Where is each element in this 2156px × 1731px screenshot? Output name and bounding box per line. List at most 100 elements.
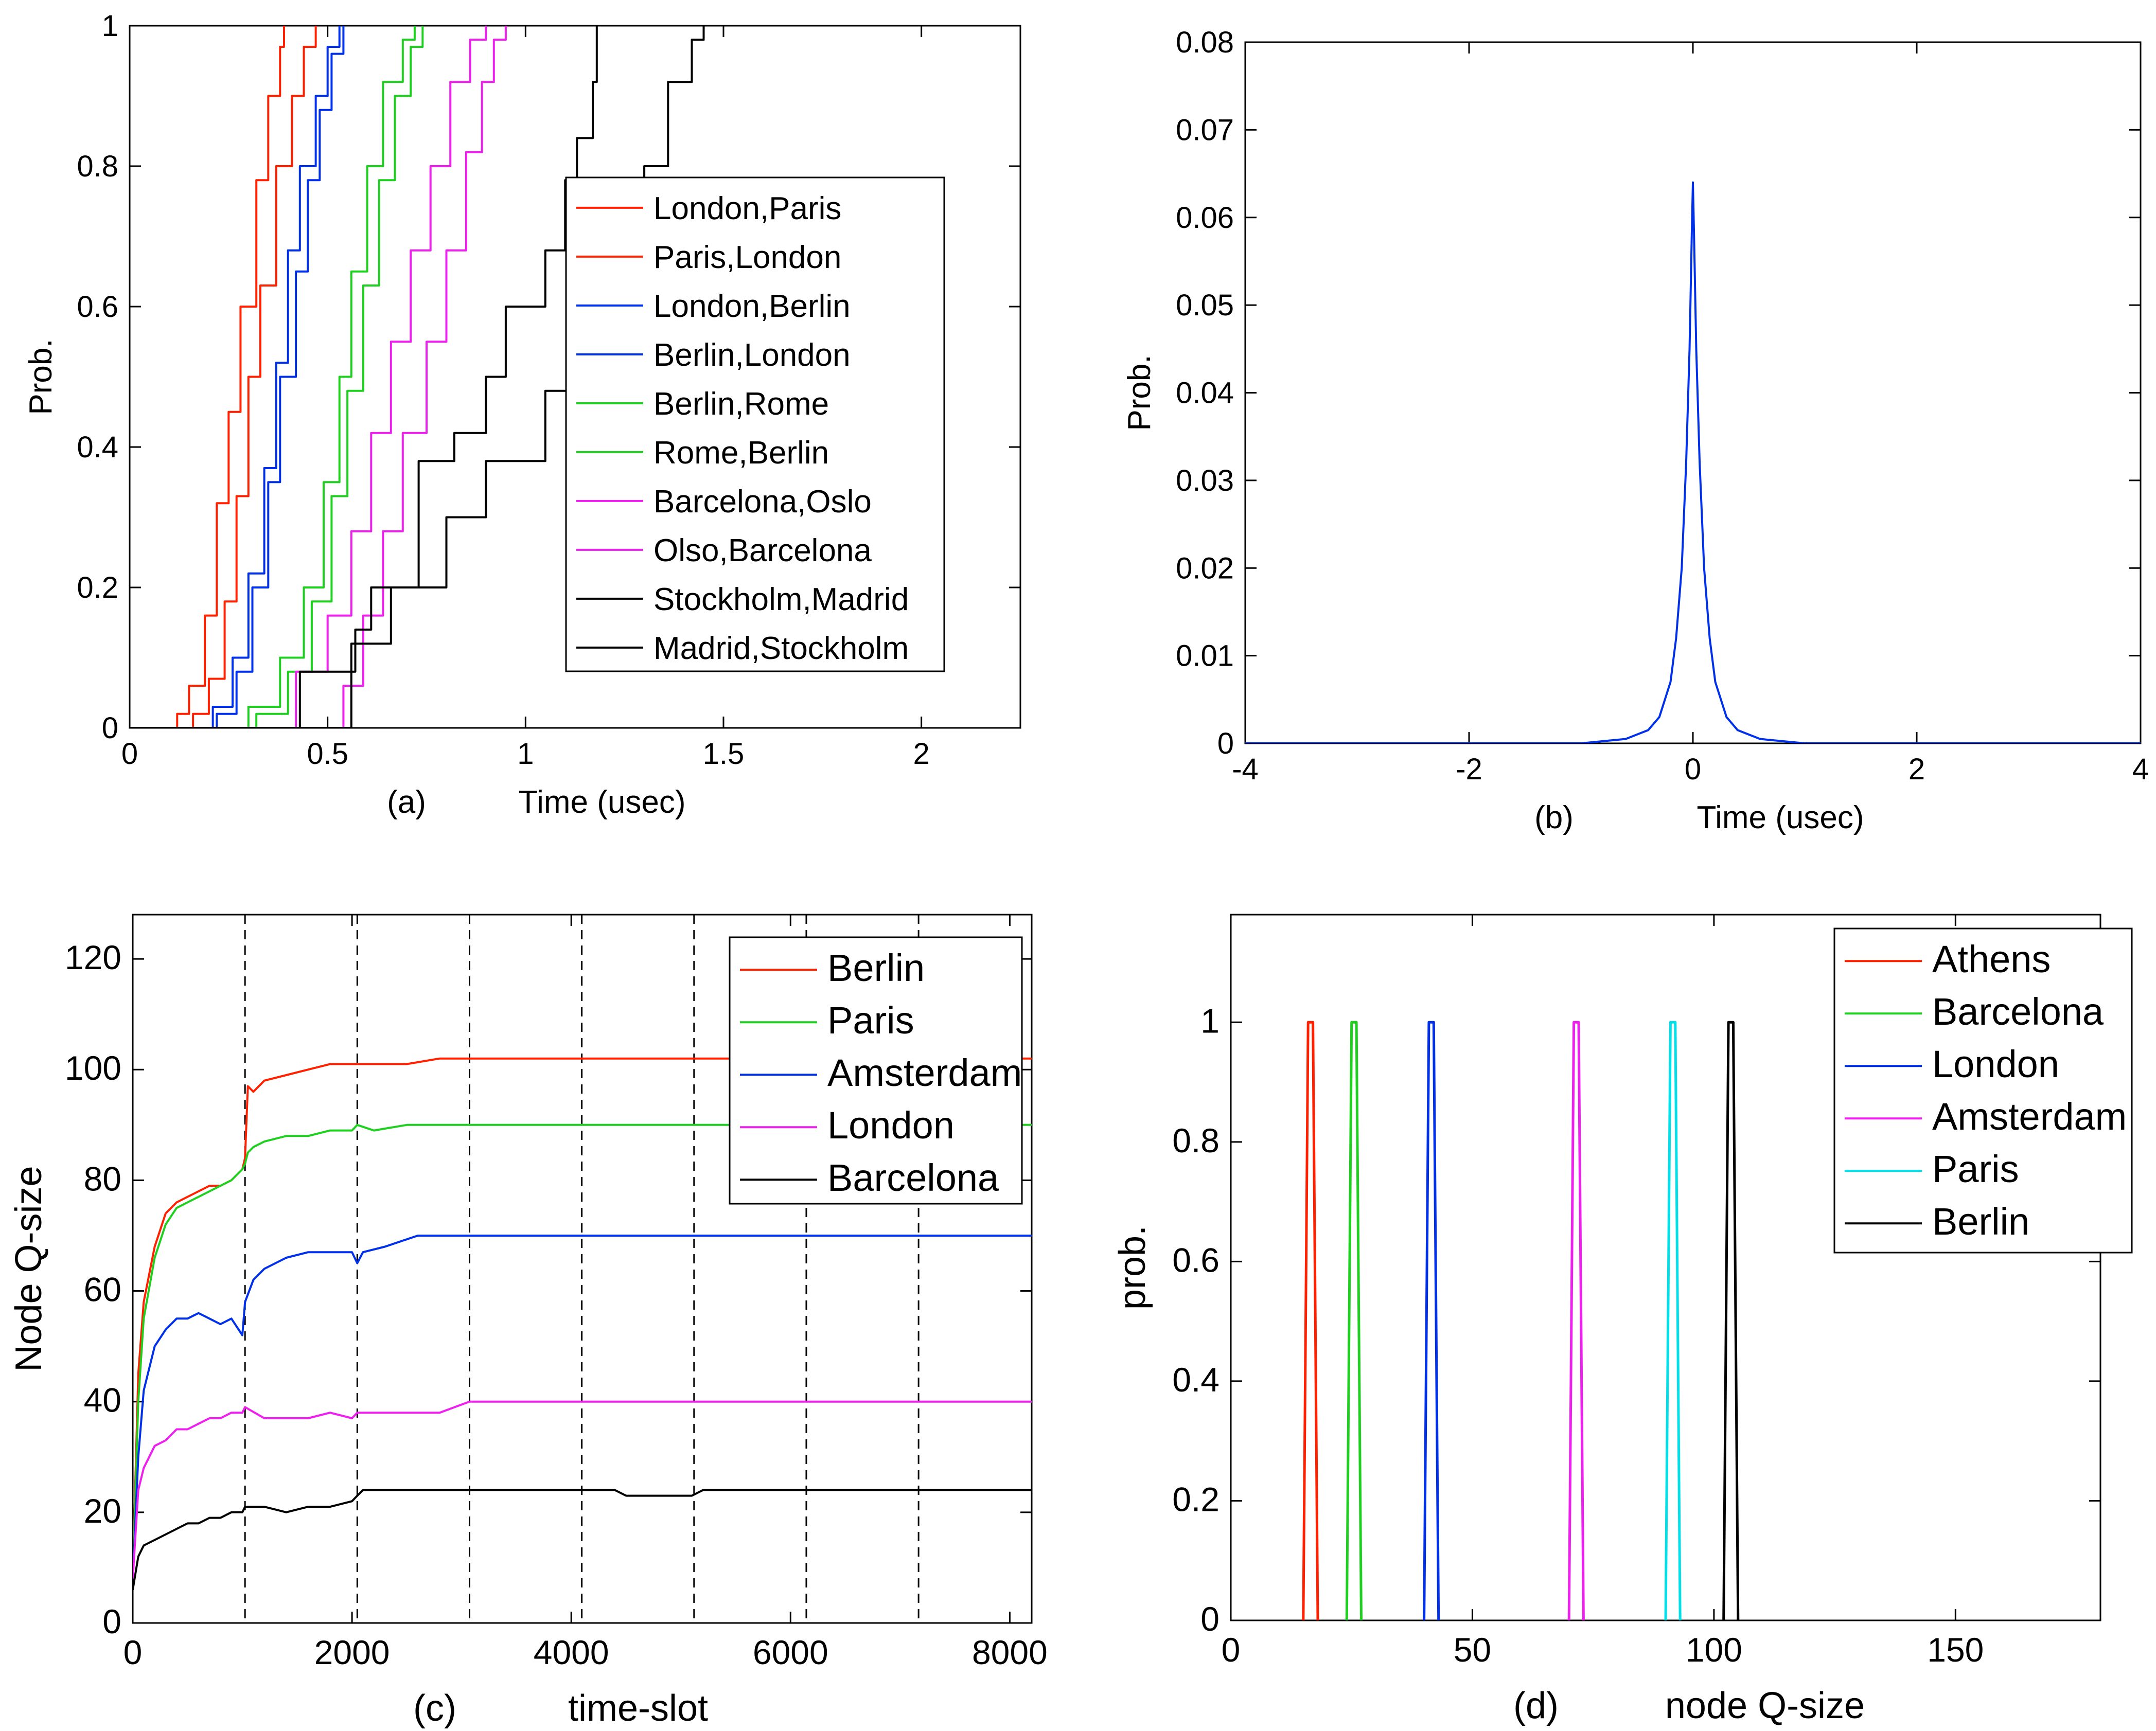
- x-tick-label: 0: [123, 1633, 143, 1671]
- y-tick-label: 0: [1217, 727, 1234, 760]
- panel-b: -4 -2 0 2 4 0 0.01 0.02 0.03 0.04 0.05 0.06 0.07 0.08…: [1122, 26, 2149, 835]
- series-line-paris: [1664, 1021, 1682, 1620]
- y-axis-label: Prob.: [23, 338, 59, 415]
- y-tick-label: 1: [102, 9, 118, 43]
- x-axis-label: Time (usec): [519, 784, 686, 820]
- series-line-london: [1423, 1021, 1440, 1620]
- y-tick-label: 0.2: [77, 571, 118, 604]
- legend-label: Olso,Barcelona: [653, 533, 872, 568]
- legend-label: Athens: [1932, 938, 2051, 980]
- x-tick-label: 1.5: [703, 737, 745, 771]
- panel-c: 0 2000 4000 6000 8000 0 20 40 60 80 100 120 Berlin Pa…: [8, 914, 1048, 1729]
- y-axis-label: Node Q-size: [8, 1166, 49, 1371]
- x-tick-label: 0.5: [307, 737, 348, 771]
- series-line-paris-london: [130, 26, 317, 728]
- legend-label: Paris: [1932, 1148, 2019, 1190]
- x-tick-label: 0: [1222, 1631, 1241, 1669]
- x-tick-label: 6000: [753, 1633, 828, 1671]
- y-tick-label: 120: [65, 938, 121, 976]
- legend-label: London,Paris: [653, 191, 841, 226]
- series-line-london: [133, 1400, 1032, 1579]
- series-line-amsterdam: [1567, 1021, 1585, 1620]
- y-axis-label: Prob.: [1122, 354, 1157, 431]
- plot-area: [1245, 181, 2141, 743]
- legend-label: Madrid,Stockholm: [653, 631, 909, 666]
- series-line-rome-berlin: [130, 26, 424, 728]
- series-line-stockholm-madrid: [130, 26, 598, 728]
- series-line-berlin: [1722, 1021, 1740, 1620]
- series-line-paris: [133, 1123, 1032, 1579]
- legend-label: Paris: [827, 999, 914, 1042]
- legend-label: Amsterdam: [1932, 1095, 2127, 1138]
- legend-label: London: [1932, 1043, 2059, 1085]
- panel-a: 0 0.5 1 1.5 2 0 0.2 0.4 0.6 0.8 1 London,Paris Paris…: [23, 9, 1021, 820]
- series-line-berlin: [133, 1057, 1032, 1579]
- legend: London,Paris Paris,London London,Berlin Ber…: [565, 176, 945, 672]
- x-tick-label: 1: [517, 737, 534, 771]
- plot-area: [130, 26, 705, 728]
- legend-label: Barcelona,Oslo: [653, 484, 872, 520]
- series-line-london-paris: [130, 26, 285, 728]
- series-line-barcelona: [133, 1489, 1032, 1590]
- series-line-madrid-stockholm: [130, 26, 705, 728]
- x-tick-label: 100: [1686, 1631, 1742, 1669]
- legend-box: [1833, 927, 2133, 1254]
- panel-caption: (b): [1534, 800, 1574, 835]
- x-tick-label: 4000: [534, 1633, 609, 1671]
- panel-caption: (a): [387, 784, 426, 820]
- legend-label: Paris,London: [653, 240, 841, 275]
- x-tick-label: -2: [1456, 753, 1482, 786]
- y-tick-label: 0.2: [1172, 1480, 1220, 1518]
- y-tick-label: 0.8: [77, 150, 118, 183]
- x-tick-label: 2000: [314, 1633, 390, 1671]
- y-tick-label: 0.08: [1176, 26, 1234, 59]
- series-line-barcelona: [1345, 1021, 1363, 1620]
- series-line-olso-barcelona: [130, 26, 507, 728]
- x-tick-label: -4: [1232, 753, 1259, 786]
- x-tick-label: 0: [1685, 753, 1701, 786]
- x-tick-label: 2: [913, 737, 930, 771]
- x-axis-label: time-slot: [568, 1688, 708, 1729]
- legend-label: Berlin: [1932, 1200, 2029, 1243]
- y-tick-label: 40: [84, 1381, 121, 1419]
- y-tick-label: 80: [84, 1159, 121, 1198]
- legend-label: London: [827, 1104, 955, 1147]
- legend-label: Berlin: [827, 947, 925, 989]
- axes-box: [129, 25, 1021, 729]
- series-line-berlin-rome: [130, 26, 416, 728]
- legend-box: [729, 936, 1023, 1205]
- x-axis-label: node Q-size: [1665, 1685, 1865, 1726]
- series-line-series-0: [1245, 181, 2141, 743]
- y-tick-label: 1: [1200, 1002, 1220, 1040]
- y-tick-label: 0.01: [1176, 639, 1234, 673]
- legend-label: Stockholm,Madrid: [653, 582, 909, 617]
- legend-label: Berlin,London: [653, 337, 851, 373]
- y-tick-label: 0.04: [1176, 377, 1234, 410]
- x-tick-label: 4: [2132, 753, 2149, 786]
- legend-label: Barcelona: [827, 1156, 999, 1199]
- legend-label: London,Berlin: [653, 289, 851, 324]
- y-tick-label: 0: [102, 1602, 121, 1640]
- legend-box: [565, 176, 945, 672]
- y-tick-label: 0.4: [1172, 1361, 1220, 1399]
- y-tick-label: 20: [84, 1492, 121, 1530]
- x-tick-label: 0: [121, 737, 138, 771]
- y-tick-label: 0.05: [1176, 289, 1234, 322]
- y-tick-label: 0.06: [1176, 201, 1234, 235]
- legend-label: Amsterdam: [827, 1051, 1022, 1094]
- y-tick-label: 0.8: [1172, 1121, 1220, 1159]
- y-tick-label: 100: [65, 1049, 121, 1087]
- x-tick-label: 150: [1927, 1631, 1984, 1669]
- y-tick-label: 0.6: [77, 290, 118, 324]
- plot-area: [1302, 1021, 1740, 1620]
- series-line-athens: [1302, 1021, 1319, 1620]
- series-line-london-berlin: [130, 26, 341, 728]
- y-tick-label: 0.4: [77, 431, 118, 464]
- panel-d: 0 50 100 150 0 0.2 0.4 0.6 0.8 1 Athens Barcelona Lo…: [1112, 914, 2133, 1726]
- y-tick-label: 0.03: [1176, 464, 1234, 497]
- legend-label: Berlin,Rome: [653, 386, 829, 422]
- y-tick-label: 0.6: [1172, 1241, 1220, 1279]
- y-tick-label: 0: [102, 711, 118, 745]
- x-tick-label: 2: [1908, 753, 1925, 786]
